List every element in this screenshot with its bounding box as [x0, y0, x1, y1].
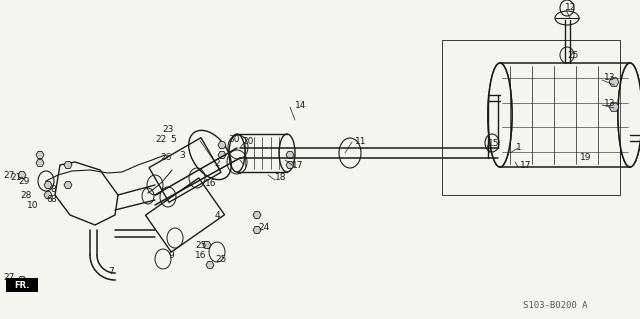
Text: 14: 14	[295, 100, 307, 109]
Text: 25: 25	[195, 241, 206, 249]
Text: 5: 5	[170, 136, 176, 145]
Text: 20: 20	[242, 137, 253, 146]
Text: 13: 13	[604, 73, 616, 83]
Polygon shape	[218, 142, 226, 148]
Text: 15: 15	[488, 138, 499, 147]
Ellipse shape	[488, 63, 512, 167]
Polygon shape	[36, 152, 44, 159]
Text: 7: 7	[108, 268, 114, 277]
Polygon shape	[36, 160, 44, 167]
Polygon shape	[203, 241, 211, 249]
Text: 22: 22	[155, 136, 166, 145]
Polygon shape	[64, 182, 72, 189]
Text: 17: 17	[292, 160, 303, 169]
Text: 18: 18	[275, 174, 287, 182]
Text: 21: 21	[11, 174, 22, 182]
Text: 28: 28	[20, 190, 32, 199]
Text: 24: 24	[258, 224, 269, 233]
Polygon shape	[609, 103, 619, 111]
Text: 27: 27	[4, 170, 15, 180]
Text: 13: 13	[604, 99, 616, 108]
Text: 26: 26	[160, 153, 172, 162]
Text: 3: 3	[179, 151, 185, 160]
FancyBboxPatch shape	[6, 278, 38, 292]
Text: 25: 25	[567, 50, 579, 60]
Text: 19: 19	[580, 153, 591, 162]
Polygon shape	[18, 172, 26, 178]
Polygon shape	[286, 161, 294, 168]
Text: 30: 30	[228, 136, 239, 145]
Text: 8: 8	[50, 186, 56, 195]
Text: 12: 12	[565, 4, 577, 12]
Bar	[442, 40, 620, 195]
Text: 16: 16	[205, 180, 216, 189]
Polygon shape	[64, 161, 72, 168]
Ellipse shape	[618, 63, 640, 167]
Text: 27: 27	[4, 273, 15, 283]
Text: 23: 23	[162, 125, 173, 135]
Polygon shape	[253, 211, 261, 219]
Text: 11: 11	[355, 137, 367, 146]
Polygon shape	[218, 152, 226, 159]
Text: 4: 4	[214, 211, 220, 219]
Text: 17: 17	[520, 160, 531, 169]
Text: 16: 16	[195, 250, 207, 259]
Text: 9: 9	[168, 250, 173, 259]
Polygon shape	[44, 182, 52, 189]
Text: FR.: FR.	[14, 280, 29, 290]
Polygon shape	[206, 262, 214, 269]
Polygon shape	[18, 277, 26, 284]
Text: S103-B0200 A: S103-B0200 A	[523, 301, 588, 310]
Text: 25: 25	[215, 256, 227, 264]
Polygon shape	[286, 152, 294, 159]
Text: 1: 1	[516, 144, 522, 152]
Text: 8: 8	[50, 196, 56, 204]
Text: 6: 6	[46, 196, 52, 204]
Text: 2: 2	[214, 159, 220, 167]
Text: 10: 10	[26, 201, 38, 210]
Text: 29: 29	[19, 177, 30, 187]
Polygon shape	[44, 191, 52, 198]
Polygon shape	[253, 226, 261, 234]
Polygon shape	[609, 78, 619, 86]
